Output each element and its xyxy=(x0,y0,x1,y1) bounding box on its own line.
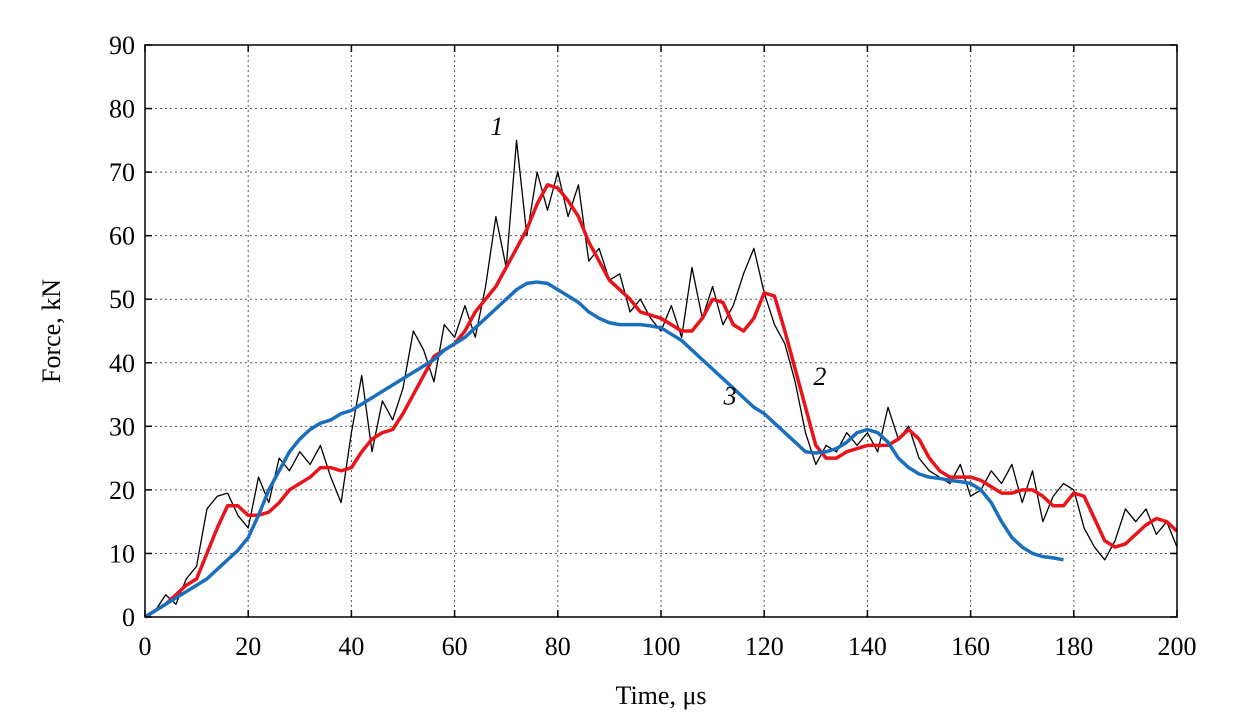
x-tick-label: 0 xyxy=(139,632,152,661)
y-tick-label: 30 xyxy=(109,412,135,441)
x-tick-label: 200 xyxy=(1158,632,1197,661)
x-tick-label: 120 xyxy=(745,632,784,661)
y-tick-label: 20 xyxy=(109,476,135,505)
x-tick-label: 40 xyxy=(338,632,364,661)
series-label: 3 xyxy=(723,382,737,411)
x-axis-label: Time, μs xyxy=(615,681,706,710)
y-tick-label: 40 xyxy=(109,349,135,378)
x-tick-label: 140 xyxy=(848,632,887,661)
x-tick-label: 20 xyxy=(235,632,261,661)
series-line xyxy=(144,183,1179,619)
series-label: 1 xyxy=(490,112,503,141)
x-tick-label: 160 xyxy=(951,632,990,661)
x-tick-label: 60 xyxy=(442,632,468,661)
y-tick-label: 80 xyxy=(109,95,135,124)
x-tick-label: 100 xyxy=(642,632,681,661)
y-tick-label: 10 xyxy=(109,539,135,568)
x-tick-label: 80 xyxy=(545,632,571,661)
series-line xyxy=(144,280,1064,619)
plot-frame xyxy=(144,44,1178,618)
x-tick-label: 180 xyxy=(1054,632,1093,661)
series-label: 2 xyxy=(813,362,826,391)
y-tick-label: 60 xyxy=(109,222,135,251)
series-line xyxy=(144,139,1178,618)
y-tick-label: 90 xyxy=(109,31,135,60)
y-tick-label: 0 xyxy=(122,603,135,632)
y-tick-label: 50 xyxy=(109,285,135,314)
y-tick-label: 70 xyxy=(109,158,135,187)
y-axis-label: Force, kN xyxy=(37,279,66,383)
